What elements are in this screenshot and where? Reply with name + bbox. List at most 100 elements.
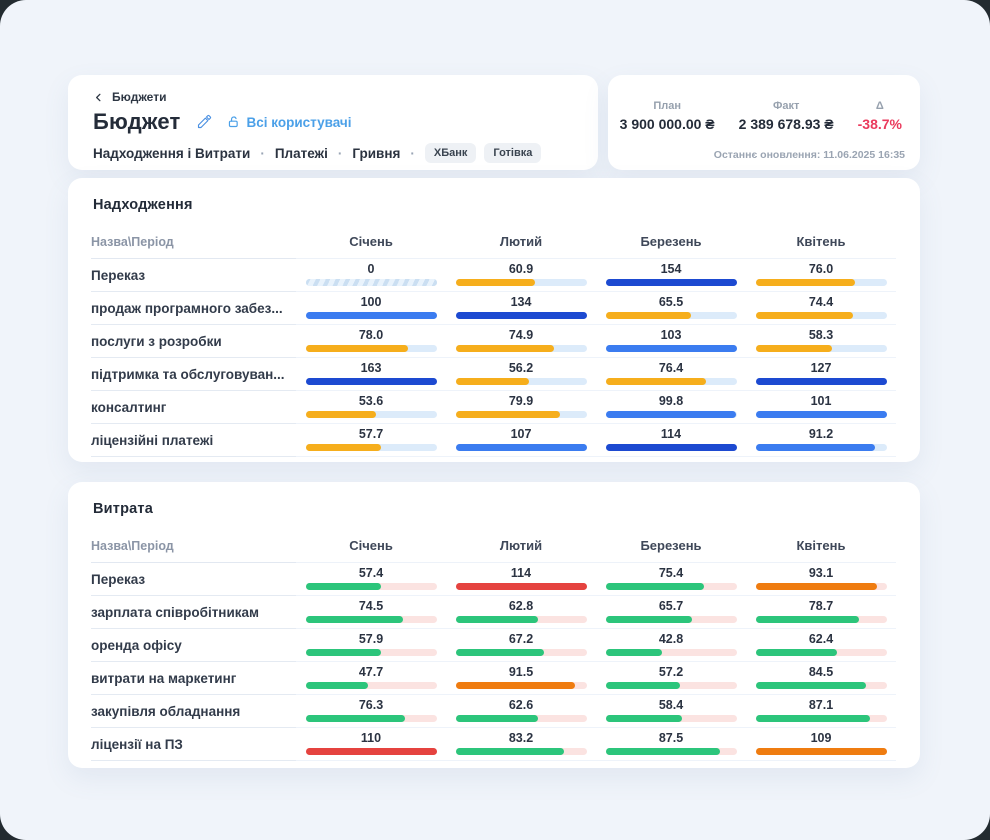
table-row[interactable]: послуги з розробки78.074.910358.3 xyxy=(91,325,896,358)
cell-value: 100 xyxy=(361,295,382,309)
progress-bar xyxy=(756,312,887,319)
progress-fill xyxy=(456,583,587,590)
tag-cash[interactable]: Готівка xyxy=(484,143,541,163)
table-row[interactable]: закупівля обладнання76.362.658.487.1 xyxy=(91,695,896,728)
row-name: оренда офісу xyxy=(91,629,296,662)
cell-value: 107 xyxy=(511,427,532,441)
progress-bar xyxy=(456,378,587,385)
row-cells: 11083.287.5109 xyxy=(296,728,896,761)
edit-pencil-icon[interactable] xyxy=(196,114,212,130)
cell-value: 87.1 xyxy=(809,698,833,712)
progress-fill xyxy=(606,682,681,689)
progress-bar xyxy=(606,715,737,722)
table-row[interactable]: витрати на маркетинг47.791.557.284.5 xyxy=(91,662,896,695)
value-cell: 65.7 xyxy=(596,596,746,628)
cell-value: 83.2 xyxy=(509,731,533,745)
progress-fill xyxy=(456,378,530,385)
progress-fill xyxy=(456,748,565,755)
filter-payments[interactable]: Платежі xyxy=(275,146,328,161)
table-row[interactable]: Переказ57.411475.493.1 xyxy=(91,563,896,596)
progress-fill xyxy=(756,649,838,656)
progress-bar xyxy=(756,345,887,352)
value-cell: 62.6 xyxy=(446,695,596,727)
month-headers: СіченьЛютийБерезеньКвітень xyxy=(296,531,896,563)
value-cell: 101 xyxy=(746,391,896,423)
cell-value: 67.2 xyxy=(509,632,533,646)
income-section-title: Надходження xyxy=(68,178,920,213)
table-row[interactable]: ліцензії на ПЗ11083.287.5109 xyxy=(91,728,896,761)
progress-bar xyxy=(456,345,587,352)
progress-bar xyxy=(606,345,737,352)
progress-fill xyxy=(306,748,437,755)
month-header: Січень xyxy=(296,538,446,562)
cell-value: 57.7 xyxy=(359,427,383,441)
cell-value: 57.9 xyxy=(359,632,383,646)
cell-value: 65.5 xyxy=(659,295,683,309)
value-cell: 74.5 xyxy=(296,596,446,628)
table-row[interactable]: ліцензійні платежі57.710711491.2 xyxy=(91,424,896,457)
progress-bar xyxy=(306,748,437,755)
progress-fill xyxy=(456,279,536,286)
table-header-row: Назва\ПеріодСіченьЛютийБерезеньКвітень xyxy=(91,531,896,563)
filter-currency[interactable]: Гривня xyxy=(352,146,400,161)
month-headers: СіченьЛютийБерезеньКвітень xyxy=(296,227,896,259)
separator-dot: · xyxy=(338,146,343,161)
progress-bar xyxy=(606,279,737,286)
progress-fill xyxy=(606,748,721,755)
value-cell: 0 xyxy=(296,259,446,291)
row-name: ліцензійні платежі xyxy=(91,424,296,457)
progress-fill xyxy=(306,682,368,689)
month-header: Квітень xyxy=(746,538,896,562)
month-header: Лютий xyxy=(446,538,596,562)
value-cell: 75.4 xyxy=(596,563,746,595)
cell-value: 103 xyxy=(661,328,682,342)
cell-value: 93.1 xyxy=(809,566,833,580)
value-cell: 65.5 xyxy=(596,292,746,324)
progress-bar xyxy=(456,444,587,451)
table-row[interactable]: консалтинг53.679.999.8101 xyxy=(91,391,896,424)
table-row[interactable]: оренда офісу57.967.242.862.4 xyxy=(91,629,896,662)
table-row[interactable]: підтримка та обслуговуван...16356.276.41… xyxy=(91,358,896,391)
cell-value: 78.7 xyxy=(809,599,833,613)
progress-bar xyxy=(756,279,887,286)
plan-column: План 3 900 000.00 ₴ xyxy=(620,100,715,132)
progress-fill xyxy=(756,378,887,385)
progress-fill xyxy=(606,345,737,352)
progress-fill xyxy=(456,345,554,352)
cell-value: 76.4 xyxy=(659,361,683,375)
cell-value: 0 xyxy=(368,262,375,276)
progress-bar xyxy=(456,715,587,722)
table-row[interactable]: продаж програмного забез...10013465.574.… xyxy=(91,292,896,325)
income-table: Назва\ПеріодСіченьЛютийБерезеньКвітеньПе… xyxy=(91,227,896,457)
progress-fill xyxy=(606,378,706,385)
progress-fill xyxy=(306,444,382,451)
breadcrumb[interactable]: Бюджети xyxy=(68,75,598,104)
table-row[interactable]: Переказ060.915476.0 xyxy=(91,259,896,292)
fact-value: 2 389 678.93 ₴ xyxy=(739,116,834,132)
progress-bar xyxy=(606,649,737,656)
progress-fill xyxy=(306,411,376,418)
table-row[interactable]: зарплата співробітникам74.562.865.778.7 xyxy=(91,596,896,629)
progress-fill xyxy=(306,345,408,352)
month-header: Січень xyxy=(296,234,446,258)
progress-fill xyxy=(756,345,832,352)
row-name: послуги з розробки xyxy=(91,325,296,358)
row-name: ліцензії на ПЗ xyxy=(91,728,296,761)
filter-flow-type[interactable]: Надходження і Витрати xyxy=(93,146,250,161)
progress-bar xyxy=(306,378,437,385)
cell-value: 91.5 xyxy=(509,665,533,679)
progress-fill xyxy=(306,616,404,623)
progress-fill xyxy=(756,748,887,755)
fact-label: Факт xyxy=(739,100,834,112)
progress-bar xyxy=(456,748,587,755)
progress-fill xyxy=(456,312,587,319)
expense-section-title: Витрата xyxy=(68,482,920,517)
tag-xbank[interactable]: ХБанк xyxy=(425,143,477,163)
cell-value: 91.2 xyxy=(809,427,833,441)
value-cell: 109 xyxy=(746,728,896,760)
row-cells: 57.710711491.2 xyxy=(296,424,896,457)
value-cell: 74.9 xyxy=(446,325,596,357)
share-users-link[interactable]: Всі користувачі xyxy=(227,115,352,130)
cell-value: 57.2 xyxy=(659,665,683,679)
value-cell: 67.2 xyxy=(446,629,596,661)
